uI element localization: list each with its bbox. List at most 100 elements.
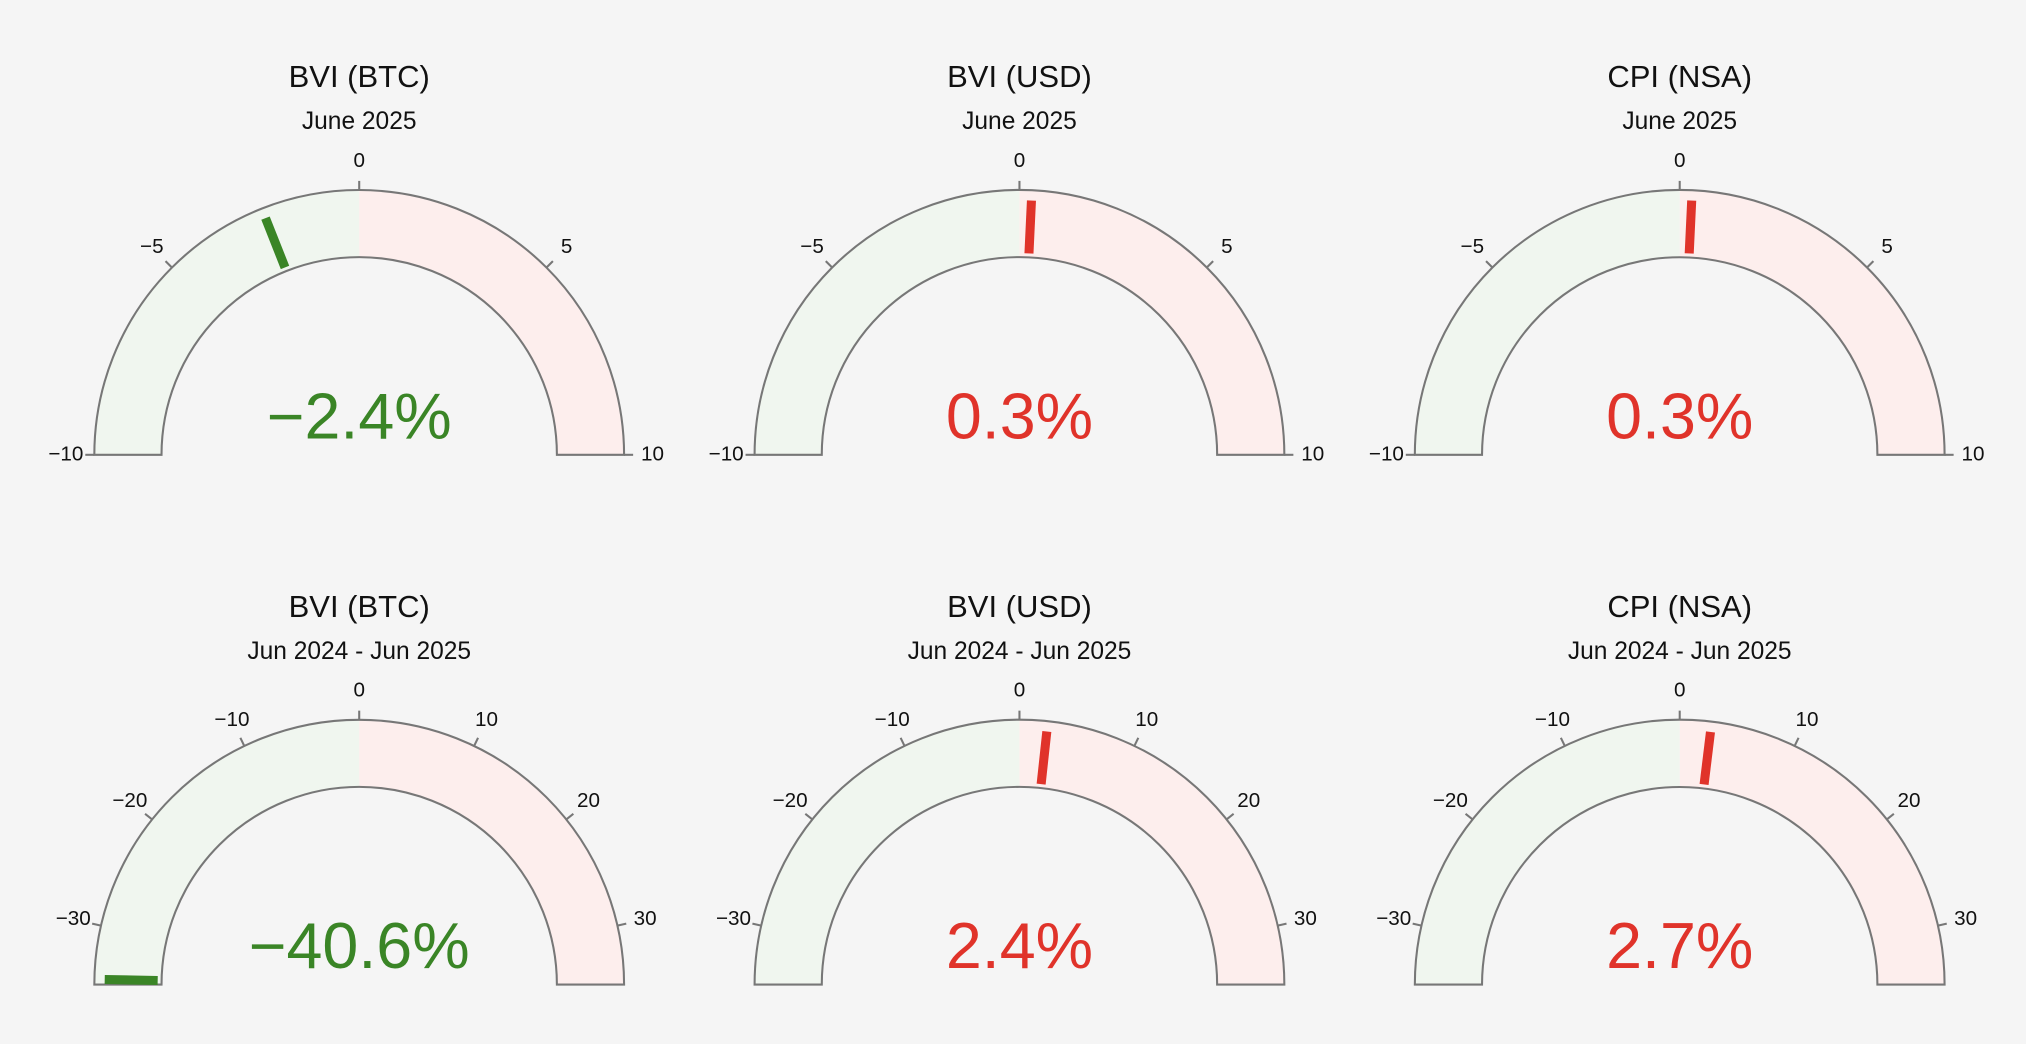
- gauge: BVI (USD) Jun 2024 - Jun 2025 −30 −20 −10 0 10…: [716, 589, 1317, 986]
- gauge-value: −40.6%: [249, 910, 470, 982]
- negative-zone: [754, 719, 1020, 985]
- gauge-outline: [753, 188, 1286, 456]
- negative-zone: [1414, 719, 1680, 985]
- needle: [261, 216, 290, 270]
- negative-zone: [1414, 189, 1680, 455]
- gauge-subtitle: Jun 2024 - Jun 2025: [908, 638, 1132, 665]
- gauge-title: CPI (NSA): [1607, 589, 1752, 624]
- gauge-value: 0.3%: [946, 380, 1093, 452]
- tick-mark: [1206, 260, 1214, 269]
- tick-mark: [804, 812, 814, 821]
- positive-zone: [1679, 719, 1945, 985]
- tick-label: −5: [1461, 235, 1485, 258]
- gauge-outline: [93, 718, 626, 986]
- gauge-title: BVI (USD): [947, 59, 1092, 94]
- negative-zone: [754, 189, 1020, 455]
- tick-mark: [1412, 922, 1422, 927]
- tick-label: 0: [1014, 679, 1026, 702]
- negative-zone: [94, 719, 360, 985]
- gauge: BVI (BTC) Jun 2024 - Jun 2025 −30 −20 −10 0 10…: [56, 589, 657, 986]
- gauge-value: 2.7%: [1606, 910, 1753, 982]
- tick-label: −10: [875, 708, 910, 731]
- gauge: CPI (NSA) Jun 2024 - Jun 2025 −30 −20 −10 0 10…: [1376, 589, 1977, 986]
- tick-mark: [1277, 922, 1287, 927]
- tick-label: 10: [475, 708, 498, 731]
- gauge-outline: [1413, 188, 1946, 456]
- tick-label: −20: [773, 789, 808, 812]
- gauge-title: BVI (USD): [947, 589, 1092, 624]
- gauge-title: BVI (BTC): [289, 589, 430, 624]
- tick-mark: [1464, 812, 1474, 821]
- positive-zone: [359, 189, 625, 455]
- gauge-subtitle: Jun 2024 - Jun 2025: [247, 638, 471, 665]
- tick-mark: [164, 260, 173, 269]
- needle: [104, 974, 158, 986]
- positive-zone: [1019, 719, 1285, 985]
- gauge-subtitle: June 2025: [302, 108, 417, 135]
- gauge-title: CPI (NSA): [1607, 59, 1752, 94]
- tick-mark: [545, 260, 554, 269]
- tick-label: 0: [353, 149, 365, 172]
- tick-label: 30: [1294, 907, 1317, 930]
- gauge-outline: [1413, 718, 1946, 986]
- tick-mark: [473, 737, 479, 747]
- tick-label: 5: [1881, 235, 1893, 258]
- tick-label: 30: [1954, 907, 1977, 930]
- gauge: BVI (USD) June 2025 −10 −5 0 5 10 0.3%: [709, 59, 1325, 465]
- needle: [1024, 200, 1036, 254]
- gauge-subtitle: Jun 2024 - Jun 2025: [1568, 638, 1792, 665]
- tick-mark: [144, 812, 153, 821]
- tick-mark: [1937, 922, 1947, 927]
- tick-label: 20: [577, 789, 600, 812]
- tick-mark: [91, 922, 102, 927]
- tick-mark: [617, 922, 627, 927]
- tick-label: −20: [1433, 789, 1468, 812]
- positive-zone: [1019, 189, 1285, 455]
- gauge-title: BVI (BTC): [289, 59, 430, 94]
- tick-label: −10: [1535, 708, 1570, 731]
- tick-label: −10: [48, 442, 83, 465]
- tick-label: 0: [1674, 679, 1686, 702]
- tick-mark: [1559, 737, 1566, 747]
- tick-label: 0: [1014, 149, 1026, 172]
- tick-label: −30: [1376, 907, 1411, 930]
- tick-label: −10: [709, 442, 744, 465]
- tick-mark: [239, 737, 246, 747]
- tick-label: 10: [1301, 442, 1324, 465]
- tick-label: 0: [353, 679, 365, 702]
- gauge: BVI (BTC) June 2025 −10 −5 0 5 10 −2.4%: [48, 59, 664, 465]
- tick-mark: [1225, 812, 1235, 821]
- tick-mark: [1793, 737, 1800, 747]
- tick-mark: [825, 260, 833, 269]
- tick-mark: [565, 812, 575, 821]
- tick-label: −30: [716, 907, 751, 930]
- tick-label: −10: [214, 708, 249, 731]
- tick-mark: [1133, 737, 1140, 747]
- gauge-value: 0.3%: [1606, 380, 1753, 452]
- gauge-value: 2.4%: [946, 910, 1093, 982]
- tick-mark: [899, 737, 906, 747]
- needle: [1684, 200, 1697, 254]
- tick-label: 0: [1674, 149, 1686, 172]
- tick-label: 10: [641, 442, 664, 465]
- gauge-outline: [753, 718, 1286, 986]
- tick-label: −5: [140, 235, 164, 258]
- positive-zone: [359, 719, 625, 985]
- gauge: CPI (NSA) June 2025 −10 −5 0 5 10 0.3%: [1369, 59, 1985, 465]
- needle: [1036, 731, 1052, 785]
- gauge-outline: [93, 188, 626, 456]
- tick-label: −20: [112, 789, 147, 812]
- tick-label: 20: [1237, 789, 1260, 812]
- tick-label: 30: [634, 907, 657, 930]
- tick-mark: [752, 922, 762, 927]
- tick-mark: [1866, 260, 1875, 269]
- gauge-subtitle: June 2025: [962, 108, 1077, 135]
- gauge-subtitle: June 2025: [1622, 108, 1737, 135]
- tick-label: −10: [1369, 442, 1404, 465]
- negative-zone: [94, 189, 360, 455]
- needle: [1699, 731, 1715, 786]
- tick-label: 5: [1221, 235, 1233, 258]
- tick-label: −5: [800, 235, 824, 258]
- tick-label: 10: [1962, 442, 1985, 465]
